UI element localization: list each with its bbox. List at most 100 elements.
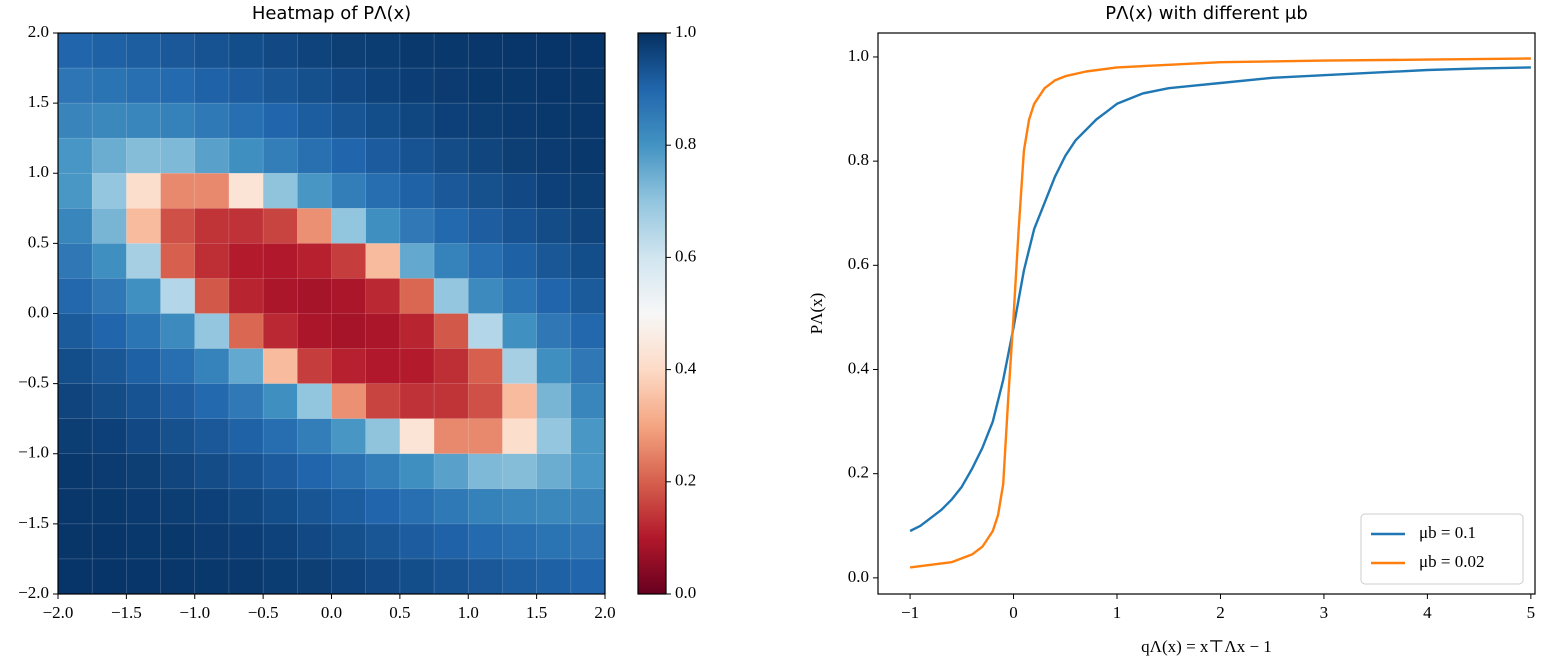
heatmap-cell (228, 383, 264, 420)
y-tick-label: 0.0 (28, 302, 49, 321)
heatmap-cell (194, 137, 230, 174)
heatmap-cell (57, 523, 93, 560)
heatmap-cell (262, 453, 298, 490)
y-tick-label: 2.0 (28, 22, 49, 41)
heatmap-cell (365, 208, 401, 244)
heatmap-cell (160, 313, 196, 350)
heatmap-cell (331, 383, 367, 420)
heatmap-cell (536, 172, 572, 209)
heatmap-cell (160, 172, 196, 209)
heatmap-cell (297, 313, 333, 350)
heatmap-cell (365, 137, 401, 174)
heatmap-cell (194, 208, 230, 244)
heatmap-cell (467, 172, 504, 209)
heatmap-cell (262, 348, 298, 385)
x-tick-label: 1 (1113, 603, 1122, 622)
heatmap-cell (91, 523, 127, 560)
heatmap-cell (194, 418, 230, 455)
colorbar-tick-label: 0.8 (675, 134, 696, 153)
x-tick-label: −1.0 (179, 603, 210, 622)
heatmap-cell (126, 102, 162, 139)
heatmap-cell (194, 102, 230, 139)
heatmap-cell (467, 208, 504, 244)
heatmap-cell (57, 453, 93, 490)
heatmap-cell (331, 278, 367, 315)
x-axis-label: qΛ(x) = x⊤Λx − 1 (1141, 637, 1272, 656)
heatmap-cell (160, 348, 196, 385)
heatmap-cell (262, 488, 298, 525)
heatmap-cell (126, 208, 162, 244)
heatmap-cell (365, 172, 401, 209)
heatmap-cell (467, 383, 504, 420)
heatmap-cell (399, 418, 435, 455)
heatmap-cell (91, 558, 127, 595)
heatmap-cell (467, 558, 504, 595)
heatmap-cell (399, 137, 435, 174)
heatmap-cell (331, 453, 367, 490)
heatmap-cell (297, 102, 333, 139)
heatmap-cell (433, 453, 469, 490)
x-tick-label: 0 (1009, 603, 1018, 622)
heatmap-cell (570, 278, 606, 315)
heatmap-cell (126, 558, 162, 595)
colorbar (638, 33, 666, 594)
heatmap-cell (57, 243, 93, 280)
heatmap-cell (126, 278, 162, 315)
heatmap-cell (399, 102, 435, 139)
heatmap-cell (194, 278, 230, 315)
heatmap-cell (536, 32, 572, 69)
heatmap-cell (365, 32, 401, 69)
heatmap-cell (433, 488, 469, 525)
heatmap-cell (262, 243, 298, 280)
heatmap-cell (126, 67, 162, 104)
heatmap-cell (57, 278, 93, 315)
heatmap-cell (502, 278, 538, 315)
heatmap-cell (297, 383, 333, 420)
heatmap-cell (536, 67, 572, 104)
heatmap-cell (228, 172, 264, 209)
heatmap-cell (57, 488, 93, 525)
heatmap-cell (331, 208, 367, 244)
heatmap-cell (365, 313, 401, 350)
heatmap-cell (331, 558, 367, 595)
heatmap-cell (399, 313, 435, 350)
heatmap-cell (194, 172, 230, 209)
heatmap-cell (57, 348, 93, 385)
heatmap-cell (570, 102, 606, 139)
heatmap-cell (570, 313, 606, 350)
heatmap-cell (433, 348, 469, 385)
y-tick-label: 0.2 (848, 463, 869, 482)
heatmap-cell (365, 523, 401, 560)
heatmap-cell (228, 453, 264, 490)
heatmap-cell (262, 208, 298, 244)
x-tick-label: 2 (1216, 603, 1225, 622)
heatmap-cell (91, 278, 127, 315)
chart-title: Heatmap of PΛ(x) (252, 3, 411, 24)
heatmap-cell (502, 453, 538, 490)
heatmap-cell (194, 313, 230, 350)
heatmap-cell (57, 418, 93, 455)
heatmap-cell (228, 278, 264, 315)
heatmap-cell (126, 418, 162, 455)
heatmap-cell (91, 172, 127, 209)
heatmap-cell (536, 208, 572, 244)
heatmap-cell (228, 558, 264, 595)
heatmap-cell (399, 278, 435, 315)
heatmap-cell (502, 348, 538, 385)
heatmap-cell (433, 418, 469, 455)
colorbar-tick-label: 0.0 (675, 583, 696, 602)
heatmap-cell (399, 523, 435, 560)
heatmap-cell (467, 102, 504, 139)
heatmap-cell (502, 243, 538, 280)
heatmap-cell (433, 278, 469, 315)
heatmap-cell (160, 243, 196, 280)
heatmap-cell (194, 488, 230, 525)
heatmap-cell (228, 67, 264, 104)
heatmap-cell (399, 67, 435, 104)
heatmap-cell (399, 172, 435, 209)
heatmap-cell (160, 453, 196, 490)
heatmap-cell (228, 523, 264, 560)
heatmap-cell (194, 348, 230, 385)
legend-label: μb = 0.1 (1419, 523, 1476, 542)
heatmap-cell (297, 278, 333, 315)
